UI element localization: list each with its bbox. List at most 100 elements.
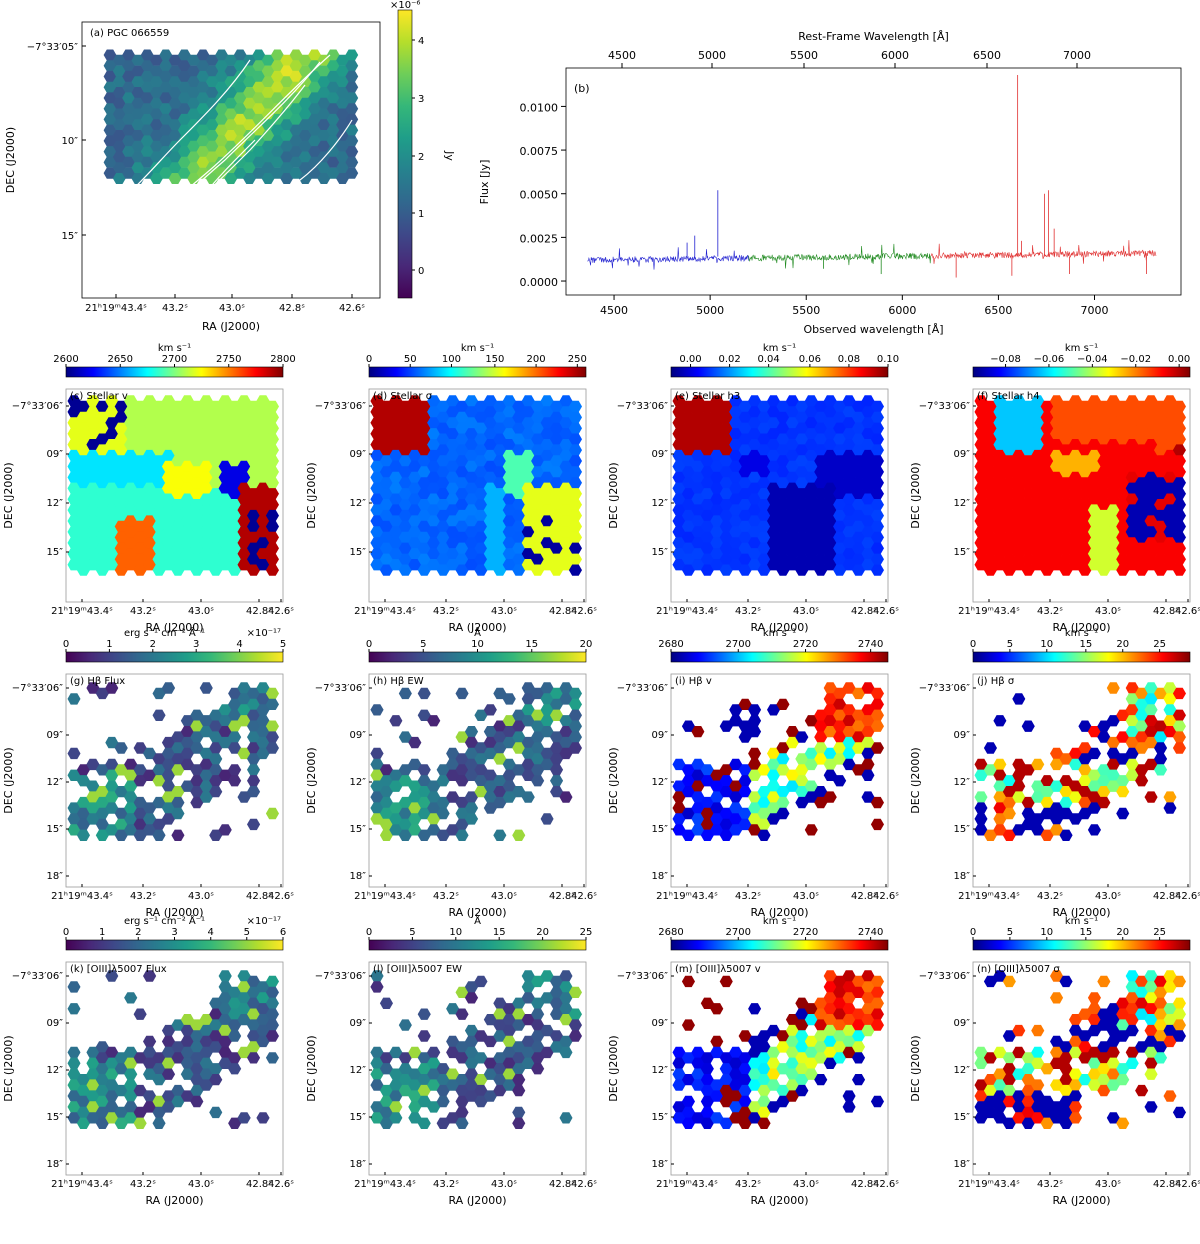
panel-tag: (f) Stellar h4 (977, 391, 1040, 402)
spaxel (823, 1014, 837, 1026)
spaxel (1078, 499, 1092, 511)
spaxel (389, 504, 403, 516)
spaxel (228, 1052, 242, 1064)
spaxel (67, 504, 81, 516)
image-pixel (178, 103, 191, 115)
spaxel (983, 1052, 997, 1064)
spaxel (870, 477, 884, 489)
spaxel (531, 720, 545, 732)
spaxel (502, 537, 516, 549)
image-pixel (336, 140, 349, 152)
x-tick-label: 43.2ˢ (1037, 606, 1063, 617)
spaxel (114, 1052, 128, 1064)
spaxel (493, 1030, 507, 1042)
colorbar-tick-label: −0.08 (990, 354, 1021, 365)
spaxel (370, 1068, 384, 1080)
spaxel (398, 411, 412, 423)
spaxel (1106, 1046, 1120, 1059)
spaxel (209, 997, 223, 1009)
spaxel (1050, 460, 1064, 473)
image-pixel (233, 49, 247, 61)
spaxel (540, 493, 554, 505)
spaxel (370, 1112, 384, 1124)
spaxel (1125, 704, 1139, 716)
spaxel (95, 818, 109, 831)
colorbar-tick-label: 3 (418, 94, 424, 105)
spaxel (700, 1052, 714, 1064)
spaxel (474, 553, 488, 565)
spaxel (247, 687, 261, 700)
spaxel (512, 1041, 526, 1053)
spaxel (974, 460, 988, 473)
spaxel (1125, 1003, 1139, 1015)
spaxel (729, 526, 743, 538)
spaxel (700, 509, 714, 522)
spaxel (218, 992, 232, 1004)
spaxel (190, 553, 204, 565)
spaxel (804, 504, 818, 516)
colorbar-tick-label: 25 (1153, 927, 1166, 938)
spaxel (681, 1106, 695, 1119)
spaxel (464, 1068, 479, 1080)
spaxel (1106, 504, 1120, 516)
spaxel (379, 764, 393, 776)
spaxel (502, 559, 516, 571)
spaxel (493, 455, 507, 467)
spaxel (398, 509, 412, 522)
spaxel (568, 687, 582, 700)
spaxel (729, 482, 743, 494)
spaxel (1116, 411, 1130, 423)
spaxel (1021, 1084, 1035, 1097)
spaxel (804, 1003, 818, 1015)
contour-line (129, 61, 321, 251)
spaxel (1097, 1008, 1111, 1020)
spaxel (1021, 564, 1035, 576)
spaxel (190, 1019, 204, 1031)
spaxel (76, 444, 90, 456)
spaxel (795, 1084, 809, 1097)
spaxel (521, 493, 535, 505)
spaxel (1069, 747, 1082, 760)
colorbar (972, 939, 1191, 951)
spaxel (776, 1041, 790, 1053)
spaxel (681, 488, 695, 500)
spaxel (795, 400, 809, 413)
spaxel (436, 477, 450, 489)
spaxel (389, 515, 403, 527)
spaxel (1154, 1030, 1168, 1042)
spaxel (1154, 1008, 1168, 1020)
spaxel (852, 764, 866, 776)
spaxel (114, 499, 128, 511)
spaxel (190, 564, 204, 576)
spaxel (190, 520, 204, 533)
spaxel (1040, 466, 1054, 478)
spaxel (1116, 488, 1130, 500)
spaxel (1144, 1046, 1158, 1059)
y-tick-label: 15″ (954, 824, 971, 835)
spaxel (748, 395, 762, 407)
spaxel (417, 687, 431, 700)
spaxel (417, 499, 431, 511)
spaxel (748, 1068, 762, 1080)
image-pixel (205, 119, 219, 131)
spaxel (247, 753, 261, 765)
spaxel (171, 731, 185, 743)
spaxel (738, 1095, 752, 1108)
y-tick-label: 12″ (47, 498, 64, 509)
spaxel (455, 1095, 469, 1108)
spaxel (237, 515, 251, 527)
spaxel (464, 395, 479, 407)
spaxel (540, 395, 554, 407)
spaxel (852, 1008, 866, 1020)
spaxel (1050, 439, 1064, 451)
spaxel (408, 1068, 422, 1080)
image-pixel (122, 60, 135, 72)
spaxel (1106, 736, 1120, 749)
spaxel (199, 439, 213, 451)
spaxel (719, 1052, 733, 1064)
spaxel (870, 520, 884, 533)
spaxel (823, 417, 837, 429)
spaxel (1106, 682, 1120, 694)
spaxel (738, 1117, 752, 1129)
spaxel (370, 769, 384, 781)
